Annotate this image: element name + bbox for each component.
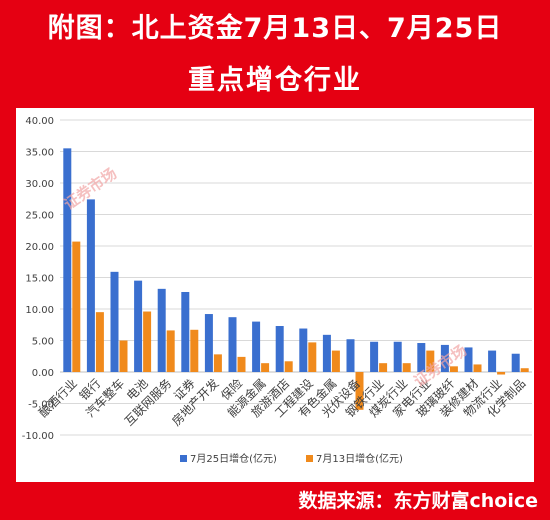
bar-series-2 xyxy=(72,241,81,372)
y-tick-label: 0.00 xyxy=(32,368,54,379)
legend-swatch-series-2 xyxy=(306,455,313,462)
bar-series-1 xyxy=(488,350,497,372)
y-tick-label: 20.00 xyxy=(25,242,54,253)
bar-series-1 xyxy=(275,326,284,372)
bar-series-2 xyxy=(426,350,435,372)
bar-series-2 xyxy=(284,361,293,372)
bar-chart: 40.00 35.00 30.00 25.00 20.00 15.00 10.00 5.00 0… xyxy=(22,116,532,465)
y-tick-label: -5.00 xyxy=(28,400,54,411)
y-tick-label: 10.00 xyxy=(25,305,54,316)
y-tick-label: 35.00 xyxy=(25,148,54,159)
bar-series-1 xyxy=(417,343,426,372)
bar-series-1 xyxy=(440,344,449,372)
bar-series-1 xyxy=(464,347,473,372)
bar-series-2 xyxy=(449,366,458,372)
bar-series-2 xyxy=(473,364,482,372)
bar-series-2 xyxy=(355,372,364,410)
legend-swatch-series-1 xyxy=(180,455,187,462)
y-tick-label: 5.00 xyxy=(32,337,54,348)
bar-series-1 xyxy=(393,341,402,372)
category-label: 酿酒行业 xyxy=(35,376,80,421)
bar-series-2 xyxy=(213,354,222,372)
data-source: 数据来源：东方财富choice xyxy=(298,490,538,512)
bar-series-2 xyxy=(190,329,199,372)
bar-series-2 xyxy=(497,372,506,375)
bar-series-1 xyxy=(204,314,213,372)
bar-series-2 xyxy=(143,311,152,372)
bar-series-1 xyxy=(228,317,237,372)
bar-series-1 xyxy=(157,288,166,372)
bar-series-1 xyxy=(252,321,261,372)
bar-series-1 xyxy=(346,339,355,372)
bar-series-2 xyxy=(331,350,340,372)
chart-panel: 40.00 35.00 30.00 25.00 20.00 15.00 10.00 5.00 0… xyxy=(16,108,534,482)
bar-series-2 xyxy=(520,368,529,372)
legend-label-series-1: 7月25日增仓(亿元) xyxy=(190,452,277,465)
bar-series-2 xyxy=(308,342,317,372)
bar-series-2 xyxy=(402,363,411,372)
bar-series-1 xyxy=(299,328,308,372)
bar-series-1 xyxy=(370,341,379,372)
page-title: 附图：北上资金7月13日、7月25日 xyxy=(47,13,503,44)
y-tick-label: 25.00 xyxy=(25,211,54,222)
bar-series-1 xyxy=(511,353,520,372)
legend-label-series-2: 7月13日增仓(亿元) xyxy=(316,452,403,465)
bar-series-2 xyxy=(166,330,175,372)
bar-series-1 xyxy=(134,280,143,372)
bar-series-2 xyxy=(261,363,270,372)
bar-series-2 xyxy=(95,312,104,372)
bar-series-1 xyxy=(181,291,190,372)
page-subtitle: 重点增仓行业 xyxy=(188,65,362,96)
bar-series-1 xyxy=(322,334,331,372)
bar-series-2 xyxy=(237,356,246,372)
bar-series-1 xyxy=(86,199,95,372)
y-tick-label: 40.00 xyxy=(25,116,54,127)
bar-series-2 xyxy=(379,363,388,372)
bar-series-1 xyxy=(63,148,72,372)
y-tick-label: -10.00 xyxy=(22,431,54,442)
bar-series-1 xyxy=(110,271,119,372)
y-tick-label: 30.00 xyxy=(25,179,54,190)
bar-series-2 xyxy=(119,340,128,372)
y-tick-label: 15.00 xyxy=(25,274,54,285)
